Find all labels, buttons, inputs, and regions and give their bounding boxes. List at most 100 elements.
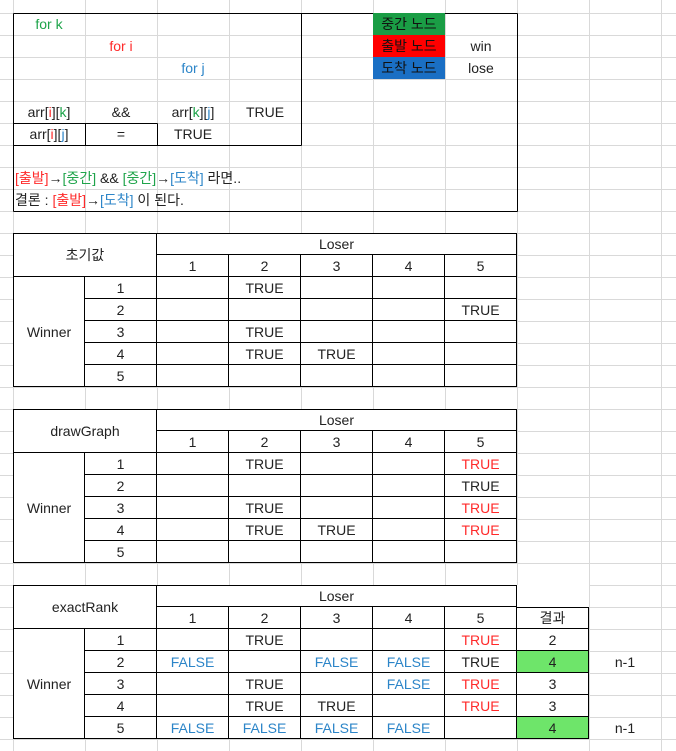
matrix-cell[interactable]	[373, 365, 445, 387]
matrix-cell[interactable]	[229, 299, 301, 321]
rule-line-1: [출발] → [중간] && [중간] → [도착] 라면..	[13, 167, 313, 189]
matrix-cell[interactable]: FALSE	[157, 717, 229, 739]
matrix-cell[interactable]: TRUE	[445, 695, 517, 717]
row-header: 5	[85, 717, 157, 739]
matrix-cell[interactable]: TRUE	[301, 343, 373, 365]
matrix-cell[interactable]: TRUE	[301, 695, 373, 717]
matrix-cell[interactable]	[157, 629, 229, 651]
matrix-cell[interactable]	[373, 475, 445, 497]
matrix-cell[interactable]: FALSE	[157, 651, 229, 673]
matrix-cell[interactable]: TRUE	[301, 519, 373, 541]
matrix-cell[interactable]	[301, 321, 373, 343]
matrix-cell[interactable]: FALSE	[229, 717, 301, 739]
result-cell[interactable]: 4	[517, 651, 589, 673]
matrix-cell[interactable]: TRUE	[229, 695, 301, 717]
matrix-cell[interactable]	[445, 277, 517, 299]
row-header: 1	[85, 629, 157, 651]
matrix-cell[interactable]	[445, 365, 517, 387]
matrix-cell[interactable]	[157, 277, 229, 299]
matrix-cell[interactable]: TRUE	[445, 673, 517, 695]
matrix-cell[interactable]: TRUE	[229, 497, 301, 519]
matrix-cell[interactable]: TRUE	[445, 475, 517, 497]
text-fragment: i	[48, 104, 52, 120]
matrix-cell[interactable]	[445, 541, 517, 563]
row-header: 4	[85, 519, 157, 541]
matrix-cell[interactable]	[157, 321, 229, 343]
matrix-cell[interactable]	[157, 695, 229, 717]
text-fragment: [도착]	[99, 192, 134, 208]
matrix-cell[interactable]: TRUE	[445, 629, 517, 651]
text-fragment: ][	[53, 126, 62, 142]
matrix-cell[interactable]	[301, 497, 373, 519]
true-value-1: TRUE	[245, 104, 285, 120]
matrix-cell[interactable]	[445, 717, 517, 739]
matrix-cell[interactable]: TRUE	[229, 321, 301, 343]
matrix-cell[interactable]	[373, 321, 445, 343]
matrix-cell[interactable]	[301, 629, 373, 651]
matrix-cell[interactable]	[301, 475, 373, 497]
matrix-cell[interactable]	[373, 519, 445, 541]
matrix-cell[interactable]	[301, 277, 373, 299]
text-fragment: 결론 :	[15, 192, 53, 208]
matrix-cell[interactable]	[229, 651, 301, 673]
matrix-cell[interactable]	[229, 541, 301, 563]
text-fragment: k	[59, 104, 67, 120]
table-background	[13, 233, 517, 387]
result-cell[interactable]: 2	[517, 629, 589, 651]
matrix-cell[interactable]	[301, 365, 373, 387]
matrix-cell[interactable]: TRUE	[229, 343, 301, 365]
matrix-cell[interactable]	[301, 299, 373, 321]
matrix-cell[interactable]	[373, 695, 445, 717]
text-fragment: ][	[199, 104, 208, 120]
matrix-cell[interactable]	[373, 497, 445, 519]
result-cell[interactable]: 4	[517, 717, 589, 739]
column-header: 2	[229, 607, 301, 629]
matrix-cell[interactable]: TRUE	[229, 629, 301, 651]
matrix-cell[interactable]: FALSE	[373, 651, 445, 673]
matrix-cell[interactable]: FALSE	[301, 651, 373, 673]
matrix-cell[interactable]	[445, 343, 517, 365]
matrix-cell[interactable]	[157, 519, 229, 541]
table-background	[13, 585, 589, 739]
matrix-cell[interactable]	[157, 365, 229, 387]
matrix-cell[interactable]	[157, 343, 229, 365]
matrix-cell[interactable]: TRUE	[229, 673, 301, 695]
matrix-cell[interactable]: FALSE	[373, 717, 445, 739]
matrix-cell[interactable]: TRUE	[229, 519, 301, 541]
matrix-cell[interactable]	[373, 343, 445, 365]
matrix-cell[interactable]: FALSE	[373, 673, 445, 695]
matrix-cell[interactable]	[373, 453, 445, 475]
matrix-cell[interactable]: TRUE	[445, 299, 517, 321]
matrix-cell[interactable]	[229, 365, 301, 387]
matrix-cell[interactable]	[157, 299, 229, 321]
matrix-cell[interactable]	[373, 541, 445, 563]
matrix-cell[interactable]	[157, 673, 229, 695]
matrix-cell[interactable]	[157, 497, 229, 519]
matrix-cell[interactable]	[373, 277, 445, 299]
matrix-cell[interactable]	[157, 453, 229, 475]
matrix-cell[interactable]: TRUE	[229, 453, 301, 475]
matrix-cell[interactable]	[373, 299, 445, 321]
rank-note: n-1	[614, 720, 636, 736]
result-cell[interactable]: 3	[517, 695, 589, 717]
matrix-cell[interactable]: TRUE	[445, 497, 517, 519]
result-cell[interactable]: 3	[517, 673, 589, 695]
matrix-cell[interactable]	[301, 673, 373, 695]
matrix-cell[interactable]	[301, 541, 373, 563]
matrix-cell[interactable]	[301, 453, 373, 475]
matrix-cell[interactable]	[373, 629, 445, 651]
matrix-cell[interactable]: FALSE	[301, 717, 373, 739]
and-operator: &&	[111, 104, 131, 120]
row-header: 4	[85, 343, 157, 365]
matrix-cell[interactable]: TRUE	[445, 519, 517, 541]
matrix-cell[interactable]	[157, 541, 229, 563]
matrix-cell[interactable]	[157, 475, 229, 497]
for-i-label: for i	[109, 38, 133, 54]
matrix-cell[interactable]: TRUE	[445, 453, 517, 475]
column-header: 5	[445, 431, 517, 453]
matrix-cell[interactable]	[445, 321, 517, 343]
lose-label: lose	[468, 60, 494, 76]
matrix-cell[interactable]: TRUE	[229, 277, 301, 299]
matrix-cell[interactable]: TRUE	[445, 651, 517, 673]
matrix-cell[interactable]	[229, 475, 301, 497]
